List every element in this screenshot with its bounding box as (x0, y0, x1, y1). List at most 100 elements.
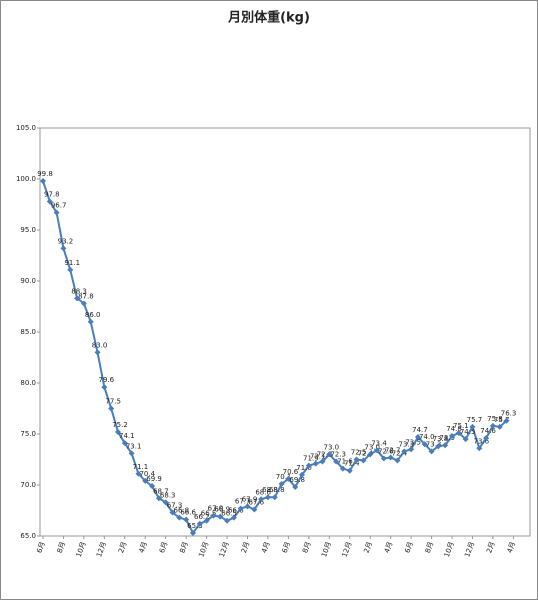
data-label: 75.7 (467, 416, 483, 424)
data-label: 70.4 (139, 470, 155, 478)
data-label: 67.6 (249, 498, 265, 506)
x-tick-label: 2月 (240, 541, 251, 555)
marker (319, 458, 326, 465)
data-label: 72.3 (317, 451, 333, 459)
chart-title: 月別体重(kg) (227, 10, 310, 26)
data-label: 66.2 (194, 513, 210, 521)
data-label: 67.3 (167, 502, 183, 510)
marker (244, 503, 251, 510)
data-label: 68.7 (153, 487, 169, 495)
data-label: 67.9 (242, 495, 258, 503)
data-label: 75.2 (112, 421, 128, 429)
marker (312, 460, 319, 467)
marker (189, 529, 196, 536)
y-tick-label: 75.0 (20, 430, 36, 438)
marker (469, 423, 476, 430)
data-label: 72.3 (330, 451, 346, 459)
x-tick-label: 2月 (117, 541, 128, 555)
data-label: 71.9 (303, 455, 319, 463)
marker (264, 494, 271, 501)
marker (387, 454, 394, 461)
marker (326, 451, 333, 458)
marker (40, 178, 46, 185)
marker (305, 462, 312, 469)
x-tick-label: 6月 (403, 541, 414, 555)
y-tick-label: 85.0 (20, 328, 36, 336)
data-label: 71.0 (296, 464, 312, 472)
data-label: 74.6 (480, 427, 496, 435)
data-label: 93.2 (58, 237, 74, 245)
data-label: 66.5 (221, 510, 237, 518)
marker (428, 448, 435, 455)
marker (142, 477, 149, 484)
data-label: 68.8 (269, 486, 285, 494)
x-tick-label: 2月 (485, 541, 496, 555)
data-label: 74.0 (419, 433, 435, 441)
marker (503, 417, 510, 424)
data-label: 73.3 (398, 440, 414, 448)
data-label: 73.6 (473, 437, 489, 445)
marker (374, 447, 381, 454)
marker (251, 506, 258, 513)
data-label: 68.8 (262, 486, 278, 494)
marker (435, 443, 442, 450)
marker (421, 441, 428, 448)
data-label: 72.4 (358, 450, 374, 458)
data-label: 72.5 (351, 449, 367, 457)
data-label: 74.7 (412, 426, 428, 434)
data-label: 73.0 (324, 443, 340, 451)
marker (258, 496, 265, 503)
data-label: 73.9 (439, 434, 455, 442)
data-label: 75.1 (453, 422, 469, 430)
data-label: 97.8 (44, 190, 60, 198)
marker (80, 300, 87, 307)
marker (128, 450, 135, 457)
marker (299, 471, 306, 478)
marker (169, 509, 176, 516)
x-tick-label: 8月 (424, 541, 435, 555)
marker (46, 198, 53, 205)
marker (60, 245, 67, 252)
marker (162, 499, 169, 506)
data-label: 72.4 (392, 450, 408, 458)
marker (135, 470, 142, 477)
data-label: 68.3 (160, 491, 176, 499)
marker (108, 405, 115, 412)
data-label: 72.6 (378, 447, 394, 455)
data-label: 74.5 (460, 428, 476, 436)
x-tick-label: 8月 (56, 541, 67, 555)
x-tick-label: 6月 (158, 541, 169, 555)
y-tick-label: 90.0 (20, 277, 36, 285)
data-label: 70.6 (283, 468, 299, 476)
marker (94, 349, 101, 356)
marker (414, 434, 421, 441)
data-label: 79.6 (99, 376, 115, 384)
data-label: 66.5 (201, 510, 217, 518)
data-label: 73.8 (433, 435, 449, 443)
data-label: 65.3 (187, 522, 203, 530)
data-label: 99.8 (37, 170, 53, 178)
data-label: 75.8 (487, 415, 503, 423)
marker (489, 422, 496, 429)
x-tick-label: 6月 (281, 541, 292, 555)
y-tick-label: 65.0 (20, 532, 36, 540)
marker (183, 516, 190, 523)
data-label: 68.6 (255, 488, 271, 496)
data-label: 73.0 (364, 443, 380, 451)
data-label: 71.4 (344, 460, 360, 468)
data-label: 73.1 (126, 442, 142, 450)
marker (292, 484, 299, 491)
data-label: 72.7 (385, 446, 401, 454)
data-label: 86.0 (85, 311, 101, 319)
marker (224, 517, 231, 524)
x-tick-label: 4月 (383, 541, 394, 555)
y-tick-label: 80.0 (20, 379, 36, 387)
marker (408, 446, 415, 453)
marker (339, 465, 346, 472)
data-label: 73.4 (371, 439, 387, 447)
data-label: 76.3 (501, 410, 517, 418)
marker (67, 266, 74, 273)
marker (483, 435, 490, 442)
marker (210, 512, 217, 519)
